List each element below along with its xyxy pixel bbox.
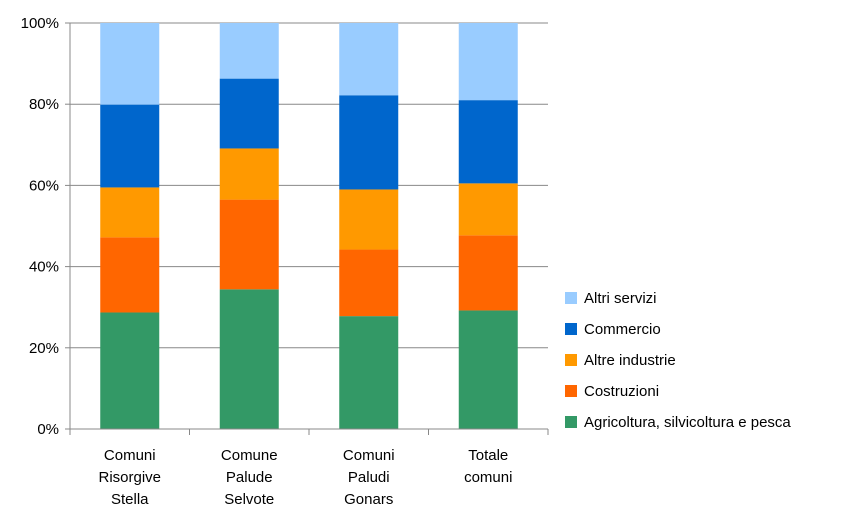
bar-segment <box>100 105 159 188</box>
x-category-label-line: Gonars <box>344 491 393 508</box>
legend-swatch <box>565 292 577 304</box>
x-axis-category-labels: Comuni Risorgive Stella Comune Palude Selvote… <box>98 447 512 508</box>
bar-segment <box>339 316 398 429</box>
y-tick-label: 20% <box>29 340 59 357</box>
y-tick-label: 0% <box>37 421 59 438</box>
bar-segment <box>339 23 398 95</box>
bar-segment <box>339 189 398 249</box>
legend-swatch <box>565 354 577 366</box>
x-category-label-line: Stella <box>111 491 149 508</box>
bar-segment <box>100 237 159 312</box>
x-category-label-line: comuni <box>464 469 512 486</box>
y-tick-label: 100% <box>21 15 59 32</box>
legend-label: Commercio <box>584 321 661 338</box>
x-category-label-line: Totale <box>468 447 508 464</box>
x-category-label-line: Comune <box>221 447 278 464</box>
x-category-label-line: Comuni <box>104 447 156 464</box>
x-category-label-line: Selvote <box>224 491 274 508</box>
bar-segment <box>220 79 279 149</box>
legend-swatch <box>565 416 577 428</box>
bar-segment <box>459 183 518 235</box>
x-category-label: Comune Palude Selvote <box>221 447 278 508</box>
legend-label: Altri servizi <box>584 290 657 307</box>
bar-segment <box>220 200 279 290</box>
legend-label: Altre industrie <box>584 352 676 369</box>
legend: Altri servizi Commercio Altre industrie Cos… <box>565 290 791 431</box>
bar-segment <box>459 23 518 100</box>
bar-segment <box>459 235 518 310</box>
legend-swatch <box>565 323 577 335</box>
legend-label: Agricoltura, silvicoltura e pesca <box>584 414 791 431</box>
bar-segment <box>100 312 159 429</box>
legend-swatch <box>565 385 577 397</box>
x-category-label-line: Palude <box>226 469 273 486</box>
x-category-label-line: Risorgive <box>98 469 161 486</box>
y-tick-label: 60% <box>29 177 59 194</box>
bar-segment <box>220 23 279 79</box>
bar-segment <box>339 250 398 317</box>
y-tick-label: 80% <box>29 96 59 113</box>
bar-segment <box>100 187 159 237</box>
x-category-label: Comuni Paludi Gonars <box>343 447 395 508</box>
y-tick-label: 40% <box>29 259 59 276</box>
bar-segment <box>459 310 518 429</box>
y-axis-tick-labels: 0% 20% 40% 60% 80% 100% <box>21 15 59 438</box>
x-category-label-line: Paludi <box>348 469 390 486</box>
bar-segment <box>459 100 518 183</box>
legend-label: Costruzioni <box>584 383 659 400</box>
x-category-label-line: Comuni <box>343 447 395 464</box>
x-category-label: Totale comuni <box>464 447 512 486</box>
bar-segment <box>220 289 279 429</box>
bar-segment <box>339 95 398 189</box>
bars <box>100 23 518 429</box>
bar-segment <box>220 148 279 199</box>
bar-segment <box>100 23 159 105</box>
x-category-label: Comuni Risorgive Stella <box>98 447 161 508</box>
